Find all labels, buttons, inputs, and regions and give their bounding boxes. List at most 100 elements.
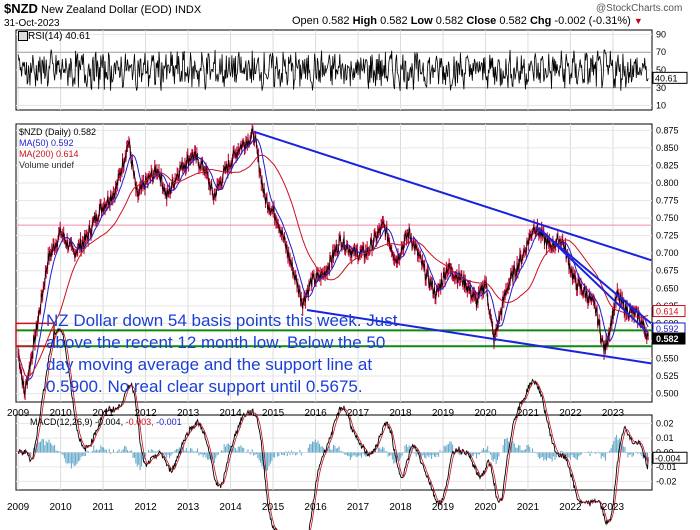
price-tick-label: 0.550 (656, 353, 679, 363)
value-tag-box (652, 305, 686, 318)
high-value: 0.582 (380, 15, 408, 27)
rsi-tick-label: 30 (656, 83, 666, 93)
x-tick-label: 2022 (559, 502, 582, 513)
x-tick-label: 2023 (602, 502, 625, 513)
macd-value-tag-box (652, 451, 688, 464)
trendline-recent-lower (539, 229, 648, 333)
macd-title: MACD(12,26,9) -0.004, -0.003, -0.001 (30, 417, 182, 428)
price-tick-label: 0.700 (656, 248, 679, 258)
price-tick-label: 0.850 (656, 143, 679, 153)
x-tick-label: 2020 (474, 408, 497, 419)
macd-tick-label: 0.02 (656, 419, 674, 429)
price-tick-label: 0.525 (656, 371, 679, 381)
x-tick-label: 2016 (304, 408, 327, 419)
macd-value-tag: -0.004 (655, 453, 681, 463)
rsi-tick-label: 90 (656, 29, 666, 39)
price-tick-label: 0.500 (656, 389, 679, 399)
x-tick-label: 2010 (49, 502, 72, 513)
x-tick-label: 2013 (177, 408, 200, 419)
chg-label: Chg (529, 15, 552, 27)
x-tick-label: 2017 (347, 502, 370, 513)
x-tick-label: 2014 (219, 408, 242, 419)
chart-date: 31-Oct-2023 (4, 18, 60, 29)
x-tick-label: 2012 (134, 502, 157, 513)
value-tag: 0.614 (656, 307, 679, 317)
x-tick-label: 2021 (517, 408, 540, 419)
x-tick-label: 2019 (432, 408, 455, 419)
symbol: $NZD (4, 1, 38, 16)
x-tick-label: 2015 (262, 502, 285, 513)
high-label: High (352, 15, 378, 27)
macd-signal-line (17, 329, 649, 530)
legend-volume: Volume undef (19, 160, 75, 170)
annotation-line: NZ Dollar down 54 basis points this week… (46, 311, 398, 330)
price-tick-label: 0.800 (656, 178, 679, 188)
annotation-text: NZ Dollar down 54 basis points this week… (46, 310, 398, 398)
rsi-title: RSI(14) 40.61 (28, 31, 91, 42)
open-value: 0.582 (321, 15, 350, 27)
x-tick-label: 2022 (559, 408, 582, 419)
macd-line (17, 327, 649, 530)
rsi-value-tag-box (652, 71, 688, 84)
trendline-lower (306, 309, 652, 365)
rsi-tick-label: 70 (656, 47, 666, 57)
exchange: INDX (174, 4, 202, 16)
low-value: 0.582 (435, 15, 464, 27)
annotation-line: above the recent 12 month low. Below the… (46, 333, 386, 352)
rsi-tag (18, 31, 28, 41)
ohlc-readout: Open 0.582 High 0.582 Low 0.582 Close 0.… (292, 15, 643, 28)
price-legend: $NZD (Daily) 0.582 MA(50) 0.592 MA(200) … (19, 127, 96, 171)
x-tick-label: 2009 (7, 408, 30, 419)
macd-label: MACD(12,26,9) (30, 417, 93, 427)
x-tick-label: 2013 (177, 502, 200, 513)
x-tick-label: 2014 (219, 502, 242, 513)
value-tag: 0.592 (656, 324, 679, 334)
price-tick-label: 0.675 (656, 266, 679, 276)
x-tick-label: 2010 (49, 408, 72, 419)
price-tick-label: 0.750 (656, 213, 679, 223)
price-tick-label: 0.650 (656, 283, 679, 293)
x-tick-label: 2017 (347, 408, 370, 419)
close-label: Close (466, 15, 497, 27)
x-tick-label: 2012 (134, 408, 157, 419)
trendline-upper (253, 130, 652, 262)
price-tick-label: 0.775 (656, 196, 679, 206)
signal-value: -0.003, (125, 417, 154, 427)
instrument-name: New Zealand Dollar (EOD) (41, 4, 172, 16)
chart-header: $NZD New Zealand Dollar (EOD) INDX (4, 2, 201, 17)
value-tag-box (652, 332, 686, 345)
low-label: Low (410, 15, 433, 27)
watermark: @StockCharts.com (596, 3, 683, 14)
price-tick-label: 0.725 (656, 231, 679, 241)
x-tick-label: 2016 (304, 502, 327, 513)
rsi-tick-label: 50 (656, 65, 666, 75)
down-arrow-icon: ▼ (633, 16, 643, 26)
open-label: Open (292, 15, 319, 27)
ma200-line (17, 154, 649, 378)
x-tick-label: 2018 (389, 502, 412, 513)
annotation-line: 0.5900. No real clear support until 0.56… (46, 377, 363, 396)
x-tick-label: 2020 (474, 502, 497, 513)
x-tick-label: 2015 (262, 408, 285, 419)
rsi-tick-label: 10 (656, 101, 666, 111)
legend-series: $NZD (Daily) 0.582 (19, 127, 97, 137)
macd-value: -0.004, (95, 417, 124, 427)
x-tick-label: 2018 (389, 408, 412, 419)
price-tick-label: 0.875 (656, 125, 679, 135)
x-tick-label: 2021 (517, 502, 540, 513)
x-tick-label: 2023 (602, 408, 625, 419)
x-tick-label: 2009 (7, 502, 30, 513)
legend-ma200: MA(200) 0.614 (19, 149, 79, 159)
x-tick-label: 2011 (92, 502, 114, 513)
value-tag: 0.582 (656, 334, 679, 344)
close-value: 0.582 (499, 15, 527, 27)
x-tick-label: 2019 (432, 502, 455, 513)
x-tick-label: 2011 (92, 408, 114, 419)
macd-tick-label: -0.02 (656, 476, 677, 486)
price-tick-label: 0.825 (656, 160, 679, 170)
chg-value: -0.002 (-0.31%) (554, 15, 631, 27)
legend-ma50: MA(50) 0.592 (19, 138, 74, 148)
macd-tick-label: -0.01 (656, 462, 677, 472)
hist-value: -0.001 (156, 417, 182, 427)
